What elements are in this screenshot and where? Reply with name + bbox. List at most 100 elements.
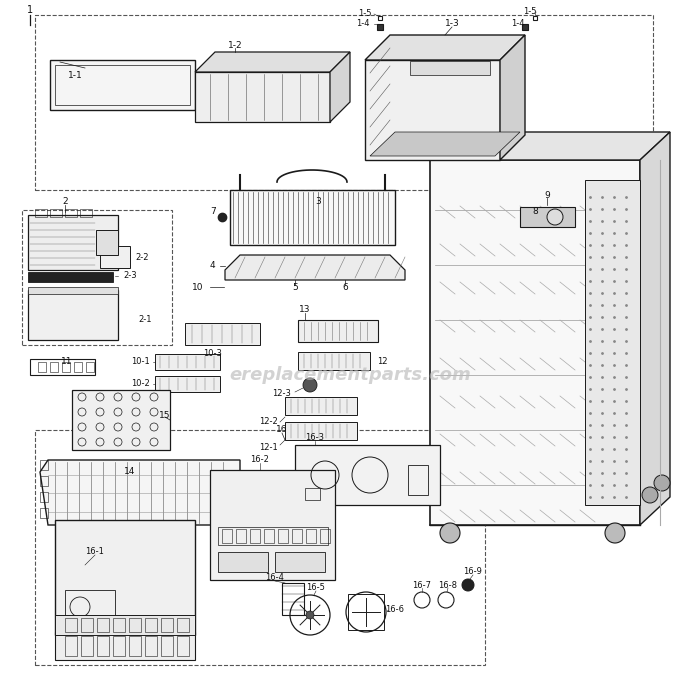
- Text: 12: 12: [377, 356, 387, 365]
- Text: 1-2: 1-2: [228, 41, 242, 50]
- Bar: [96, 230, 118, 255]
- Text: 16-5: 16-5: [307, 584, 326, 592]
- Bar: [298, 352, 370, 370]
- Bar: [74, 362, 82, 372]
- Polygon shape: [365, 35, 525, 60]
- Text: 1-5: 1-5: [524, 8, 537, 17]
- Text: 13: 13: [300, 305, 311, 314]
- Text: 16-7: 16-7: [412, 580, 431, 589]
- Bar: [236, 529, 246, 543]
- Bar: [129, 636, 141, 656]
- Bar: [275, 552, 325, 572]
- Bar: [81, 636, 93, 656]
- Polygon shape: [370, 132, 520, 156]
- Polygon shape: [640, 132, 670, 525]
- Bar: [113, 618, 125, 632]
- Bar: [161, 636, 173, 656]
- Polygon shape: [195, 52, 350, 72]
- Text: 3: 3: [315, 197, 321, 206]
- Bar: [40, 508, 48, 518]
- Bar: [65, 209, 77, 217]
- Bar: [305, 488, 320, 500]
- Bar: [155, 376, 220, 392]
- Circle shape: [605, 523, 625, 543]
- Bar: [30, 359, 95, 375]
- Bar: [520, 207, 575, 227]
- Bar: [185, 323, 260, 345]
- Text: 2-3: 2-3: [123, 272, 136, 281]
- Bar: [282, 583, 304, 615]
- Text: 12-3: 12-3: [272, 389, 291, 398]
- Circle shape: [440, 523, 460, 543]
- Bar: [62, 362, 70, 372]
- Polygon shape: [40, 460, 240, 525]
- Text: 16-9: 16-9: [463, 568, 482, 577]
- Bar: [100, 246, 130, 268]
- Text: 10-3: 10-3: [204, 349, 223, 358]
- Bar: [278, 529, 288, 543]
- Text: ereplacementparts.com: ereplacementparts.com: [229, 366, 471, 384]
- Bar: [295, 445, 440, 505]
- Bar: [35, 15, 653, 190]
- Text: 14: 14: [125, 468, 136, 477]
- Bar: [250, 529, 260, 543]
- Polygon shape: [50, 60, 195, 110]
- Bar: [55, 615, 195, 635]
- Circle shape: [303, 378, 317, 392]
- Text: 10-1: 10-1: [131, 358, 149, 367]
- Text: 10-2: 10-2: [131, 379, 149, 389]
- Text: 6: 6: [342, 284, 348, 293]
- Polygon shape: [72, 390, 170, 450]
- Bar: [80, 209, 92, 217]
- Text: 16-8: 16-8: [438, 580, 458, 589]
- Bar: [35, 209, 47, 217]
- Bar: [218, 552, 268, 572]
- Text: 2-2: 2-2: [135, 253, 148, 262]
- Text: 16-6: 16-6: [386, 606, 405, 615]
- Text: 1-5: 1-5: [358, 10, 372, 18]
- Text: 16-1: 16-1: [85, 547, 104, 556]
- Text: 11: 11: [62, 358, 73, 367]
- Text: 16-4: 16-4: [265, 573, 284, 582]
- Circle shape: [654, 475, 670, 491]
- Text: 2-1: 2-1: [139, 316, 152, 325]
- Polygon shape: [55, 632, 195, 660]
- Text: 12-1: 12-1: [258, 442, 277, 452]
- Text: 5: 5: [292, 284, 298, 293]
- Bar: [97, 636, 109, 656]
- Polygon shape: [195, 72, 330, 122]
- Bar: [129, 618, 141, 632]
- Bar: [55, 520, 195, 635]
- Text: 1-3: 1-3: [444, 20, 459, 29]
- Bar: [264, 529, 274, 543]
- Polygon shape: [500, 35, 525, 160]
- Bar: [81, 618, 93, 632]
- Polygon shape: [365, 60, 500, 160]
- Bar: [218, 527, 328, 545]
- Bar: [22, 210, 172, 345]
- Bar: [35, 430, 485, 665]
- Bar: [348, 594, 384, 630]
- Circle shape: [642, 487, 658, 503]
- Bar: [161, 618, 173, 632]
- Bar: [38, 362, 46, 372]
- Text: 10: 10: [193, 283, 204, 291]
- Bar: [28, 272, 113, 282]
- Bar: [298, 320, 378, 342]
- Bar: [222, 529, 232, 543]
- Bar: [40, 476, 48, 486]
- Bar: [410, 61, 490, 75]
- Bar: [65, 618, 77, 632]
- Bar: [40, 460, 48, 470]
- Text: 16-3: 16-3: [305, 433, 325, 442]
- Polygon shape: [430, 132, 670, 160]
- Text: 7: 7: [210, 207, 216, 216]
- Bar: [50, 209, 62, 217]
- Bar: [145, 618, 157, 632]
- Bar: [230, 190, 395, 245]
- Text: 1-4: 1-4: [356, 20, 370, 29]
- Circle shape: [547, 209, 563, 225]
- Polygon shape: [330, 52, 350, 122]
- Bar: [113, 636, 125, 656]
- Bar: [306, 529, 316, 543]
